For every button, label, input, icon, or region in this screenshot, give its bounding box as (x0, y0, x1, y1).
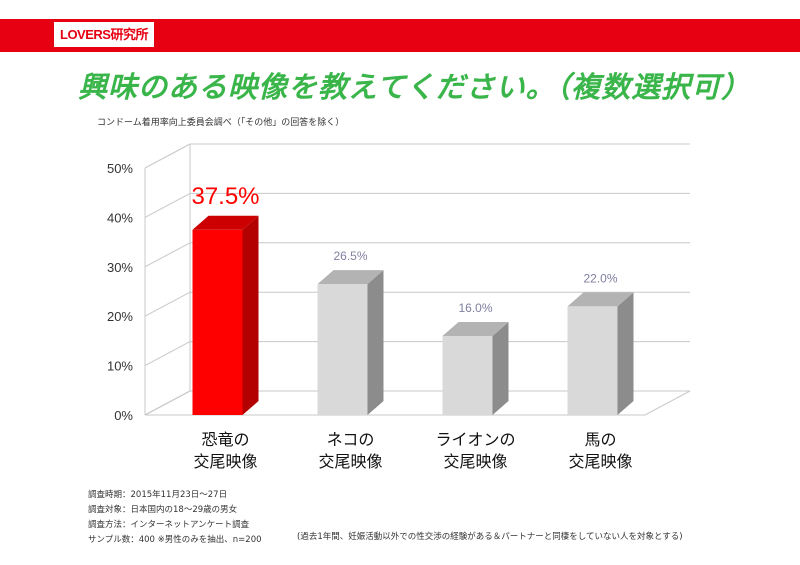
bar-side (492, 321, 509, 415)
data-label: 26.5% (333, 249, 367, 263)
bar-top (442, 321, 509, 336)
data-label: 16.0% (458, 301, 492, 315)
page-title: 興味のある映像を教えてください。（複数選択可） (78, 70, 752, 104)
bar-side (617, 292, 634, 415)
bar (192, 229, 243, 415)
category-label: 馬の (584, 430, 616, 449)
bar-side (242, 215, 259, 415)
bar (567, 306, 618, 415)
category-label: ネコの (327, 430, 375, 449)
category-label: 交尾映像 (443, 452, 507, 471)
bar (442, 335, 493, 415)
category-label: 交尾映像 (193, 452, 257, 471)
gridline-side (144, 291, 191, 317)
category-label: 交尾映像 (318, 452, 382, 471)
footnote: (過去1年間、妊娠活動以外での性交渉の経験がある＆パートナーと同棲をしていない人… (297, 532, 683, 542)
survey-note-target: 調査対象：日本国内の18〜29歳の男女 (88, 505, 238, 515)
category-label: 交尾映像 (568, 452, 632, 471)
survey-note-method: 調査方法：インターネットアンケート調査 (88, 520, 250, 530)
source-note: コンドーム着用率向上委員会調べ（「その他」の回答を除く） (97, 118, 345, 128)
bar-side (367, 270, 384, 415)
y-tick-label: 30% (107, 260, 133, 275)
gridline-side (144, 192, 191, 218)
survey-note-period: 調査時期：2015年11月23日〜27日 (88, 490, 228, 500)
y-tick-label: 40% (107, 210, 133, 225)
brand-logo: LOVERS研究所 (54, 22, 154, 47)
bar-top (567, 292, 634, 307)
bar-top (317, 270, 384, 285)
category-label: 恐竜の (201, 430, 249, 449)
bar (317, 284, 368, 415)
data-label: 22.0% (583, 271, 617, 285)
y-tick-label: 10% (107, 359, 133, 374)
y-tick-label: 20% (107, 309, 133, 324)
survey-notes: 調査時期：2015年11月23日〜27日 調査対象：日本国内の18〜29歳の男女… (88, 488, 262, 548)
gridline-side (144, 341, 191, 367)
category-label: ライオンの (435, 430, 515, 449)
gridline-side (144, 242, 191, 268)
gridline-side (144, 143, 191, 169)
survey-note-sample: サンプル数：400 ※男性のみを抽出、n=200 (88, 535, 262, 545)
y-tick-label: 50% (107, 161, 133, 176)
bar-top (192, 215, 259, 230)
data-label: 37.5% (191, 183, 259, 210)
y-tick-label: 0% (114, 408, 133, 423)
